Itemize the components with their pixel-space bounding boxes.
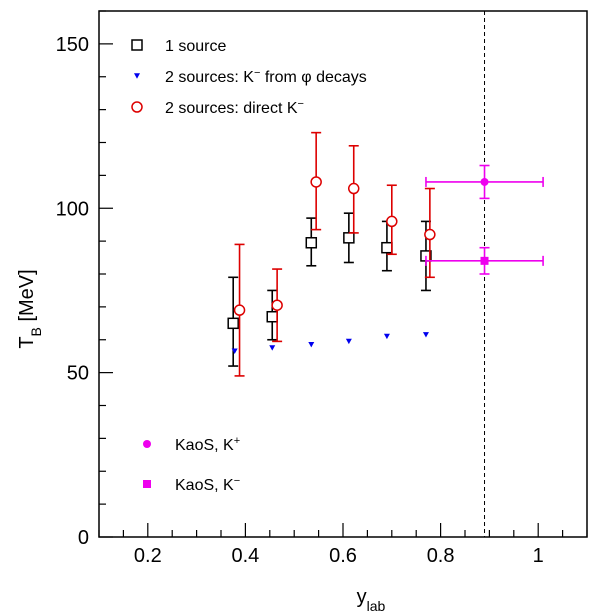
x-axis-title: ylab — [357, 586, 386, 613]
legend-label: 1 source — [165, 38, 226, 55]
legend-text-main: 1 source — [165, 38, 226, 55]
data-point — [383, 333, 390, 340]
legend-text-sup: − — [254, 67, 260, 79]
legend-entry-3: KaoS, K+ — [143, 435, 240, 454]
data-point — [480, 256, 489, 265]
data-point — [381, 241, 393, 254]
x-axis-title-main: y — [357, 586, 367, 608]
y-axis-title: TB [MeV] — [16, 269, 44, 348]
x-tick-label: 0.2 — [134, 545, 162, 567]
data-point — [480, 177, 489, 186]
data-point — [343, 232, 355, 244]
series-3 — [425, 164, 544, 200]
legend-marker — [134, 73, 140, 79]
data-point — [305, 237, 318, 249]
y-tick-label: 100 — [56, 198, 89, 220]
x-tick-label: 0.6 — [329, 545, 357, 567]
y-axis-title-rest: [MeV] — [16, 269, 38, 327]
data-point — [347, 182, 360, 195]
legend-text-main: 2 sources: direct K — [165, 100, 298, 117]
legend-text-main: 2 sources: K — [165, 69, 254, 86]
data-point — [271, 299, 283, 311]
legend-entry-1: 2 sources: K− from φ decays — [134, 67, 367, 86]
legend-marker — [143, 480, 151, 488]
series-4 — [425, 246, 544, 275]
y-tick-label: 50 — [67, 363, 89, 385]
legend-entry-4: KaoS, K− — [143, 475, 240, 494]
plot-frame — [98, 10, 588, 538]
x-axis-title-sub: lab — [367, 598, 386, 613]
data-point — [266, 310, 278, 323]
x-tick-label: 0.8 — [427, 545, 455, 567]
legend-entry-2: 2 sources: direct K− — [131, 98, 304, 117]
legend-label: KaoS, K+ — [175, 435, 240, 454]
x-tick-label: 1 — [533, 545, 544, 567]
x-tick-label: 0.4 — [231, 545, 259, 567]
legend-marker — [143, 440, 151, 448]
axis-titles: ylab TB [MeV] — [16, 269, 386, 613]
legend-text-sup: − — [234, 475, 240, 487]
data-point — [227, 317, 239, 330]
axes: 0.2 0.4 0.6 0.8 1 0 50 100 150 — [56, 10, 588, 567]
legend-marker — [131, 101, 143, 113]
data-marks — [227, 131, 544, 377]
legend-text-rest: from φ decays — [260, 69, 366, 86]
y-tick-label: 0 — [78, 527, 89, 549]
data-point — [345, 338, 352, 345]
legend-label: 2 sources: direct K− — [165, 98, 304, 117]
data-point — [424, 228, 436, 241]
legend-label: 2 sources: K− from φ decays — [165, 67, 367, 86]
series-0 — [227, 212, 432, 367]
data-point — [308, 341, 315, 348]
legend-text-main: KaoS, K — [175, 477, 234, 494]
data-point — [422, 332, 429, 338]
legend-entry-0: 1 source — [131, 38, 226, 55]
data-point — [310, 176, 322, 188]
series-1 — [231, 332, 429, 354]
legend-label: KaoS, K− — [175, 475, 240, 494]
legend-marker — [131, 39, 143, 51]
data-point — [233, 304, 246, 316]
data-point — [231, 348, 238, 354]
data-point — [269, 345, 276, 351]
legend-text-sup: + — [234, 435, 240, 447]
legend-text-main: KaoS, K — [175, 437, 234, 454]
y-axis-title-sub: B — [28, 327, 44, 336]
y-tick-label: 150 — [56, 34, 89, 56]
legend-text-sup: − — [298, 98, 304, 110]
y-axis-title-main: T — [16, 336, 38, 348]
data-point — [386, 215, 398, 228]
series-2 — [233, 131, 436, 377]
